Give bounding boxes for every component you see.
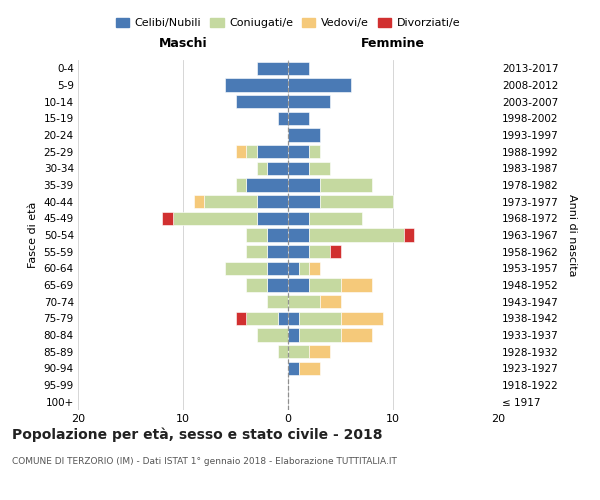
Bar <box>309 228 404 241</box>
Bar <box>257 162 267 175</box>
Bar <box>299 312 341 325</box>
Bar <box>309 162 330 175</box>
Bar <box>235 145 246 158</box>
Bar <box>288 95 330 108</box>
Bar <box>246 245 267 258</box>
Bar <box>257 195 288 208</box>
Bar <box>193 195 204 208</box>
Bar <box>257 145 288 158</box>
Bar <box>330 245 341 258</box>
Bar <box>288 345 309 358</box>
Y-axis label: Fasce di età: Fasce di età <box>28 202 38 268</box>
Bar <box>257 212 288 225</box>
Bar <box>299 362 320 375</box>
Bar <box>288 278 309 291</box>
Bar <box>267 295 288 308</box>
Bar <box>404 228 414 241</box>
Bar <box>257 328 288 342</box>
Bar <box>309 278 341 291</box>
Bar <box>246 145 257 158</box>
Bar <box>204 195 257 208</box>
Bar <box>320 295 341 308</box>
Bar <box>309 145 320 158</box>
Text: Maschi: Maschi <box>158 37 208 50</box>
Bar <box>235 95 288 108</box>
Legend: Celibi/Nubili, Coniugati/e, Vedovi/e, Divorziati/e: Celibi/Nubili, Coniugati/e, Vedovi/e, Di… <box>112 13 464 32</box>
Bar <box>246 312 277 325</box>
Bar <box>288 78 351 92</box>
Bar <box>267 162 288 175</box>
Bar <box>288 312 299 325</box>
Bar <box>288 178 320 192</box>
Bar <box>267 262 288 275</box>
Bar <box>235 178 246 192</box>
Bar <box>288 62 309 75</box>
Bar <box>320 195 393 208</box>
Bar <box>288 128 320 141</box>
Bar <box>246 228 267 241</box>
Bar <box>309 212 361 225</box>
Text: Femmine: Femmine <box>361 37 425 50</box>
Bar <box>246 178 288 192</box>
Bar <box>299 262 309 275</box>
Bar <box>341 328 372 342</box>
Bar <box>309 262 320 275</box>
Bar <box>309 345 330 358</box>
Bar <box>288 145 309 158</box>
Bar <box>173 212 257 225</box>
Bar <box>235 312 246 325</box>
Bar <box>288 328 299 342</box>
Y-axis label: Anni di nascita: Anni di nascita <box>567 194 577 276</box>
Bar <box>288 162 309 175</box>
Bar <box>288 212 309 225</box>
Bar <box>341 278 372 291</box>
Bar <box>309 245 330 258</box>
Bar <box>225 262 267 275</box>
Bar <box>246 278 267 291</box>
Bar <box>257 62 288 75</box>
Bar <box>162 212 173 225</box>
Bar <box>288 195 320 208</box>
Bar <box>267 245 288 258</box>
Bar <box>341 312 383 325</box>
Bar <box>288 262 299 275</box>
Bar <box>288 112 309 125</box>
Text: Popolazione per età, sesso e stato civile - 2018: Popolazione per età, sesso e stato civil… <box>12 428 383 442</box>
Bar <box>277 312 288 325</box>
Bar <box>299 328 341 342</box>
Bar <box>288 362 299 375</box>
Bar <box>288 228 309 241</box>
Bar <box>267 278 288 291</box>
Bar <box>288 245 309 258</box>
Bar <box>320 178 372 192</box>
Text: COMUNE DI TERZORIO (IM) - Dati ISTAT 1° gennaio 2018 - Elaborazione TUTTITALIA.I: COMUNE DI TERZORIO (IM) - Dati ISTAT 1° … <box>12 458 397 466</box>
Bar <box>267 228 288 241</box>
Bar <box>288 295 320 308</box>
Bar <box>225 78 288 92</box>
Bar <box>277 345 288 358</box>
Bar <box>277 112 288 125</box>
